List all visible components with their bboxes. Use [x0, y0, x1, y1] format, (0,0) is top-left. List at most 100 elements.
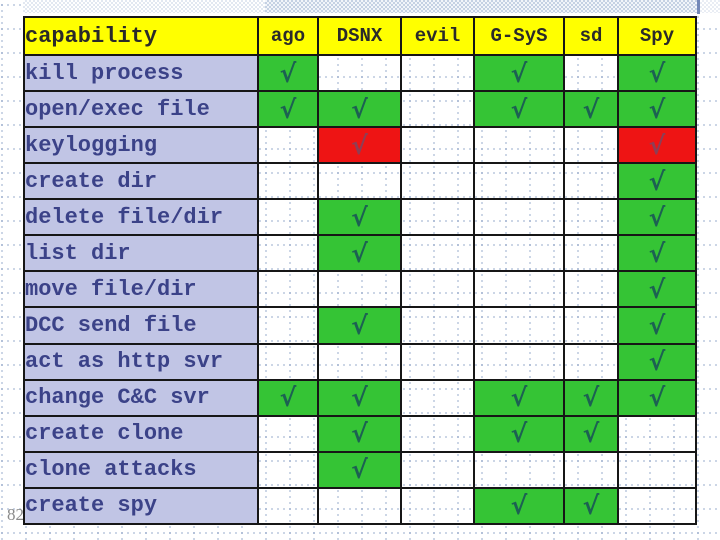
empty-cell: [257, 414, 319, 453]
empty-cell: [257, 450, 319, 489]
empty-cell: [617, 486, 697, 526]
empty-cell: [257, 486, 319, 526]
check-cell-dsnx: √: [317, 306, 402, 345]
table-row: create clone √ √ √: [23, 414, 697, 453]
table-row: open/exec file √ √ √ √ √: [23, 90, 697, 129]
empty-cell: [563, 450, 619, 489]
empty-cell: [473, 342, 565, 381]
empty-cell: [400, 53, 475, 93]
check-cell-dsnx: √: [317, 90, 402, 129]
empty-cell: [473, 306, 565, 345]
capability-table: capability ago DSNX evil G-SyS sd Spy kill pro…: [23, 16, 697, 526]
empty-cell: [257, 270, 319, 309]
empty-cell: [563, 198, 619, 237]
empty-cell: [257, 306, 319, 345]
empty-cell: [400, 486, 475, 526]
check-cell-spy: √: [617, 378, 697, 417]
check-cell-ago: √: [257, 378, 319, 417]
column-header-ago: ago: [257, 16, 319, 56]
check-cell-sd: √: [563, 90, 619, 129]
check-cell-spy: √: [617, 126, 697, 165]
capability-label: list dir: [23, 234, 259, 273]
empty-cell: [400, 234, 475, 273]
empty-cell: [473, 126, 565, 165]
check-cell-sd: √: [563, 378, 619, 417]
check-cell-spy: √: [617, 90, 697, 129]
capability-label: DCC send file: [23, 306, 259, 345]
column-header-sd: sd: [563, 16, 619, 56]
check-cell-ago: √: [257, 53, 319, 93]
check-cell-dsnx: √: [317, 378, 402, 417]
table-row: delete file/dir √ √: [23, 198, 697, 237]
table-row: change C&C svr √ √ √ √ √: [23, 378, 697, 417]
capability-label: keylogging: [23, 126, 259, 165]
empty-cell: [257, 126, 319, 165]
empty-cell: [257, 162, 319, 201]
top-band-divider-line: [697, 0, 700, 14]
check-cell-ago: √: [257, 90, 319, 129]
empty-cell: [317, 270, 402, 309]
empty-cell: [563, 306, 619, 345]
check-cell-sd: √: [563, 414, 619, 453]
column-header-g-sys: G-SyS: [473, 16, 565, 56]
table-row: DCC send file √ √: [23, 306, 697, 345]
empty-cell: [473, 198, 565, 237]
empty-cell: [400, 450, 475, 489]
empty-cell: [563, 234, 619, 273]
check-cell-spy: √: [617, 306, 697, 345]
capability-label: change C&C svr: [23, 378, 259, 417]
empty-cell: [473, 450, 565, 489]
column-header-evil: evil: [400, 16, 475, 56]
check-cell-g-sys: √: [473, 378, 565, 417]
check-cell-spy: √: [617, 234, 697, 273]
empty-cell: [563, 162, 619, 201]
empty-cell: [400, 90, 475, 129]
check-cell-spy: √: [617, 53, 697, 93]
check-cell-dsnx: √: [317, 414, 402, 453]
empty-cell: [400, 306, 475, 345]
column-header-dsnx: DSNX: [317, 16, 402, 56]
capability-label: create dir: [23, 162, 259, 201]
empty-cell: [400, 414, 475, 453]
check-cell-g-sys: √: [473, 90, 565, 129]
empty-cell: [400, 270, 475, 309]
table-header-row: capability ago DSNX evil G-SyS sd Spy: [23, 16, 697, 56]
empty-cell: [473, 270, 565, 309]
check-cell-sd: √: [563, 486, 619, 526]
table-row: move file/dir √: [23, 270, 697, 309]
check-cell-g-sys: √: [473, 414, 565, 453]
check-cell-spy: √: [617, 342, 697, 381]
empty-cell: [473, 234, 565, 273]
empty-cell: [317, 53, 402, 93]
top-band-left: [23, 0, 265, 13]
check-cell-g-sys: √: [473, 486, 565, 526]
capability-label: delete file/dir: [23, 198, 259, 237]
empty-cell: [400, 126, 475, 165]
capability-label: open/exec file: [23, 90, 259, 129]
capability-table-body: kill process √ √ √ open/exec file √ √ √ √ √ keylog…: [23, 53, 697, 526]
empty-cell: [257, 198, 319, 237]
check-cell-dsnx: √: [317, 198, 402, 237]
empty-cell: [400, 198, 475, 237]
empty-cell: [400, 162, 475, 201]
empty-cell: [473, 162, 565, 201]
empty-cell: [257, 234, 319, 273]
table-row: kill process √ √ √: [23, 53, 697, 93]
empty-cell: [317, 342, 402, 381]
empty-cell: [317, 486, 402, 526]
top-band-center: [265, 0, 697, 13]
check-cell-spy: √: [617, 162, 697, 201]
capability-label: act as http svr: [23, 342, 259, 381]
empty-cell: [400, 342, 475, 381]
check-cell-spy: √: [617, 270, 697, 309]
capability-label: create clone: [23, 414, 259, 453]
check-cell-g-sys: √: [473, 53, 565, 93]
table-row: clone attacks √: [23, 450, 697, 489]
column-header-capability: capability: [23, 16, 259, 56]
empty-cell: [563, 53, 619, 93]
empty-cell: [617, 450, 697, 489]
check-cell-dsnx: √: [317, 450, 402, 489]
empty-cell: [257, 342, 319, 381]
capability-label: clone attacks: [23, 450, 259, 489]
